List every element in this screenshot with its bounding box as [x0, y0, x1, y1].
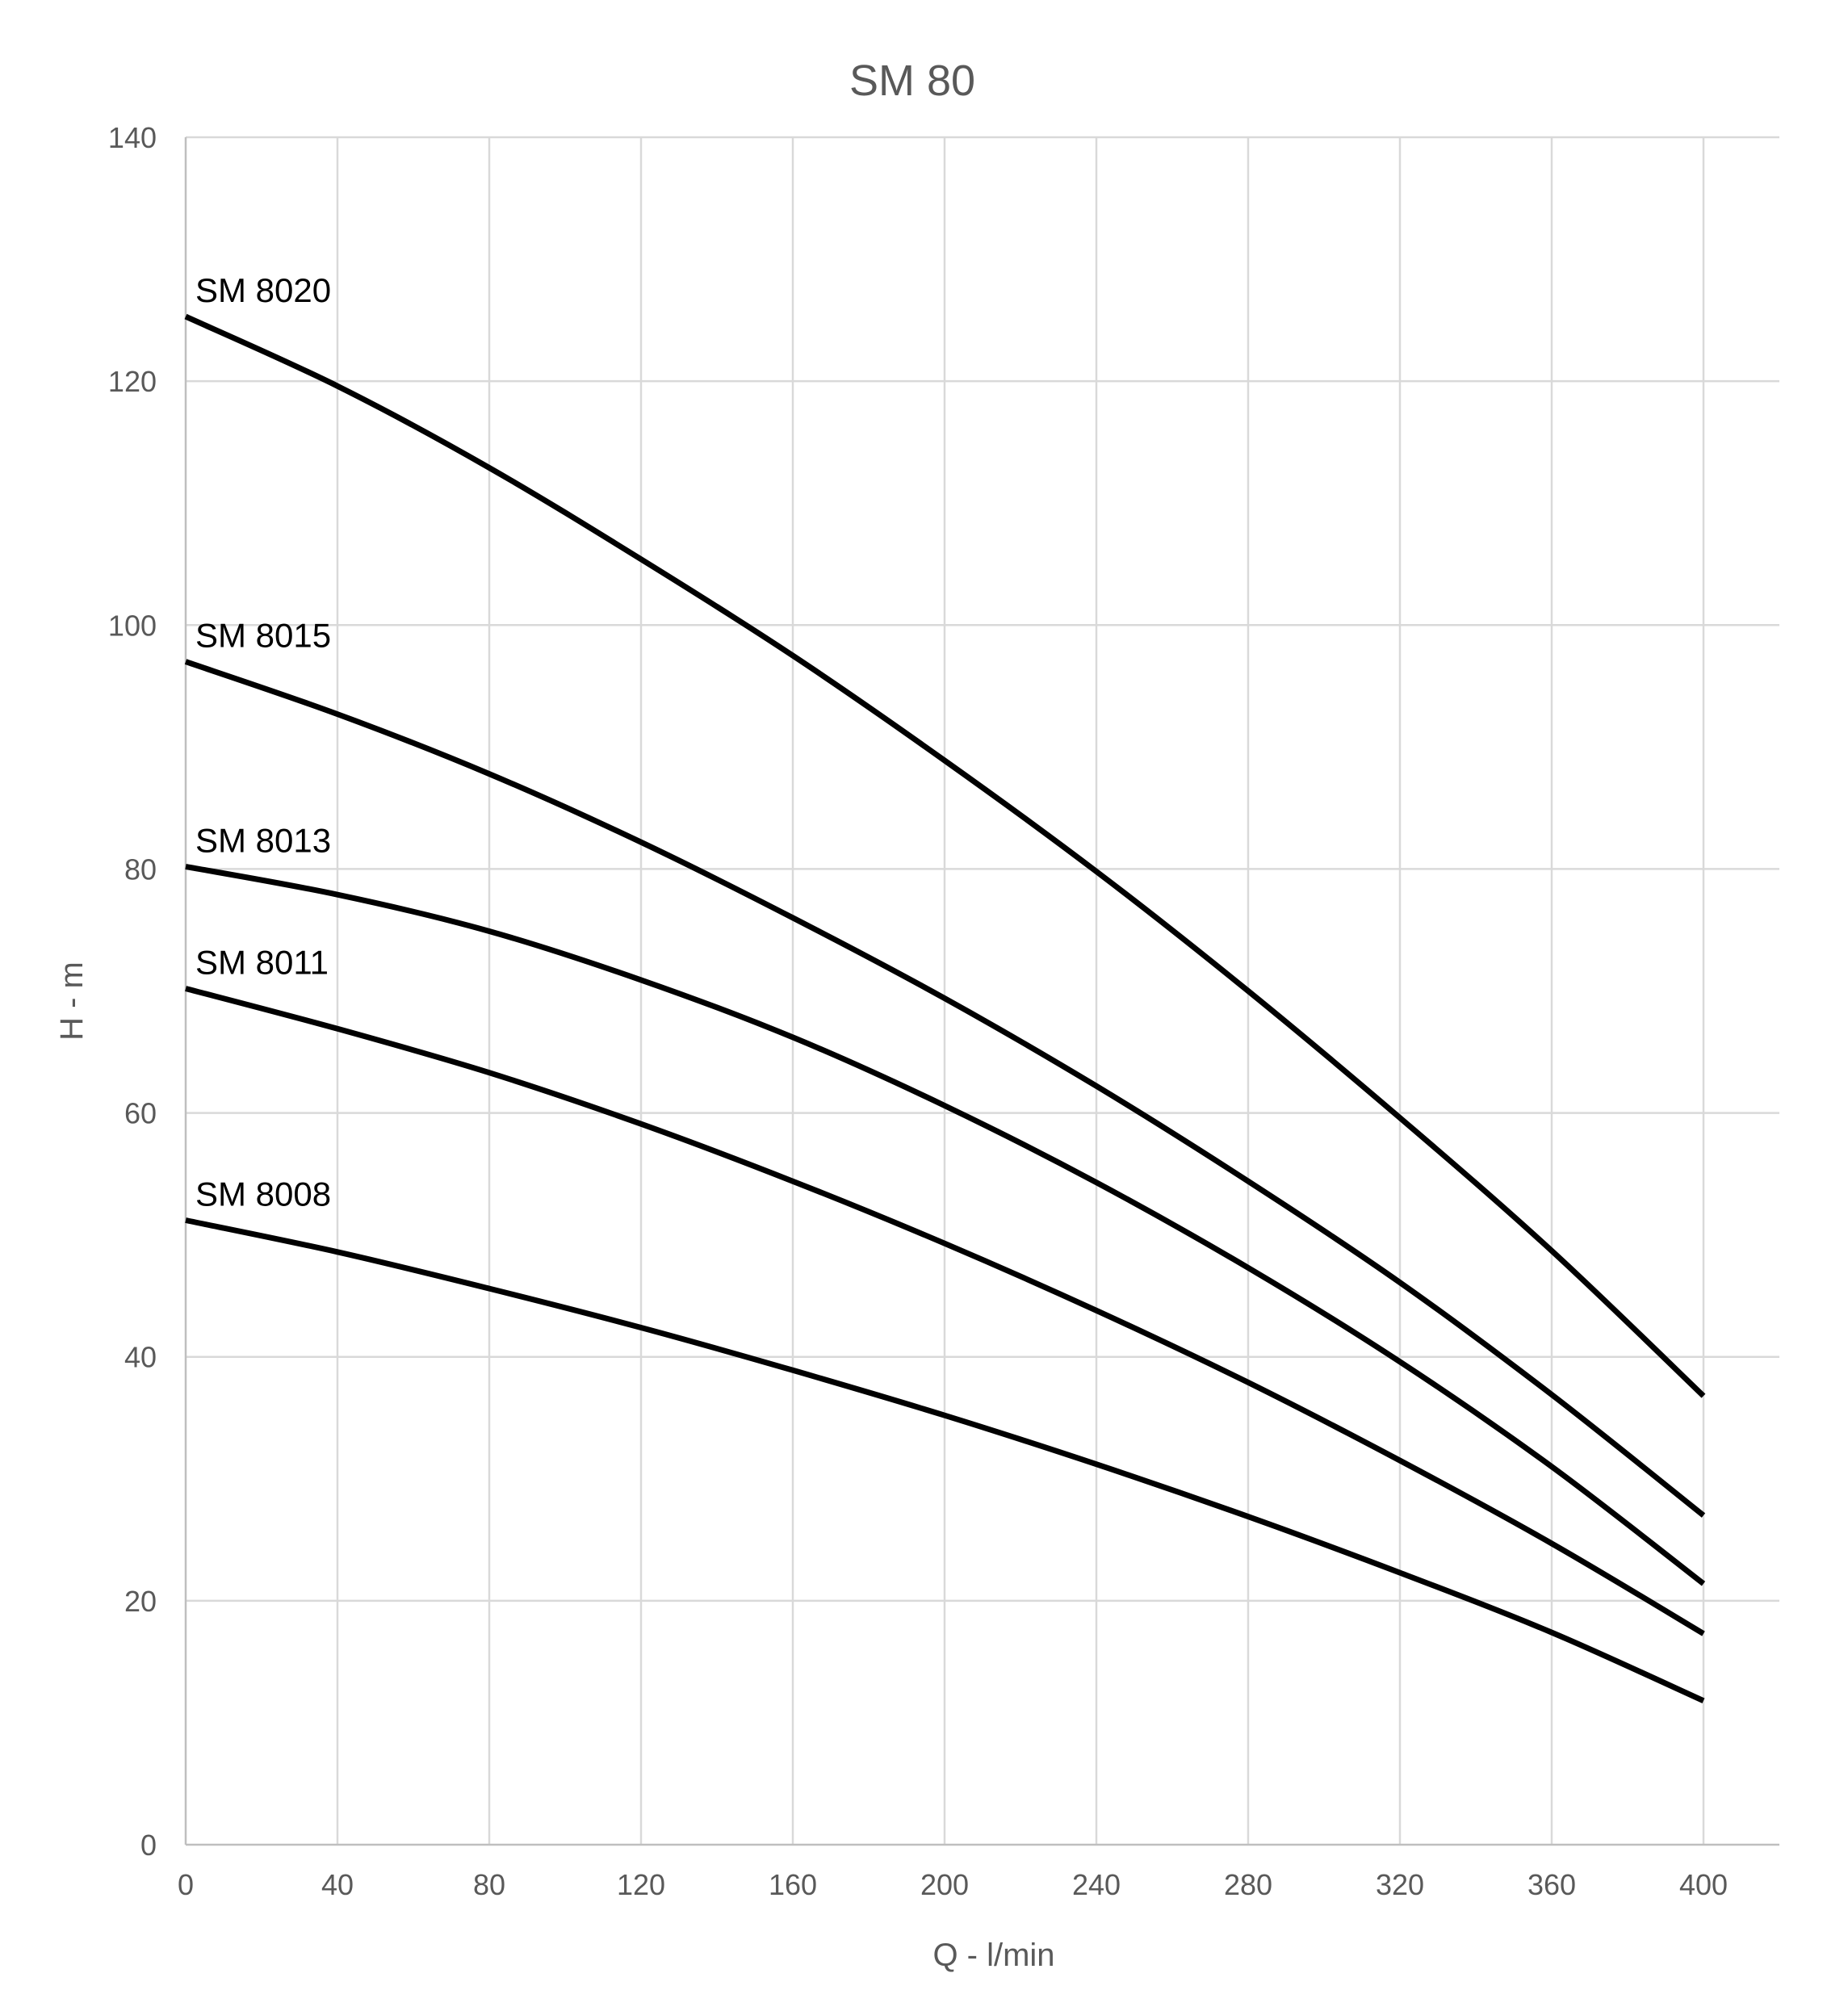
x-tick-label-0: 0 — [178, 1868, 194, 1901]
series-label-sm-8020: SM 8020 — [195, 271, 331, 309]
x-tick-label-80: 80 — [473, 1868, 505, 1901]
y-tick-label-20: 20 — [124, 1585, 157, 1618]
y-tick-label-120: 120 — [108, 365, 157, 398]
x-tick-label-160: 160 — [769, 1868, 817, 1901]
x-tick-label-40: 40 — [321, 1868, 354, 1901]
y-tick-label-60: 60 — [124, 1097, 157, 1130]
series-line-sm-8013 — [185, 863, 1706, 1586]
y-tick-label-100: 100 — [108, 609, 157, 642]
x-tick-label-280: 280 — [1224, 1868, 1272, 1901]
grid-layer — [186, 136, 1779, 1845]
chart-title: SM 80 — [849, 57, 975, 105]
series-label-sm-8011: SM 8011 — [195, 943, 329, 981]
series-line-sm-8008 — [185, 1217, 1705, 1703]
series-label-sm-8013: SM 8013 — [195, 821, 331, 859]
y-tick-label-140: 140 — [108, 121, 157, 154]
axis-layer: 0 20 40 60 80 100 120 140 0 40 80 120 160 200 240 280 32… — [108, 121, 1779, 1901]
y-tick-label-80: 80 — [124, 853, 157, 886]
x-tick-label-200: 200 — [920, 1868, 969, 1901]
x-tick-label-240: 240 — [1072, 1868, 1121, 1901]
x-tick-label-320: 320 — [1376, 1868, 1424, 1901]
series-line-sm-8015 — [184, 659, 1706, 1518]
series-line-sm-8020 — [184, 313, 1706, 1398]
y-tick-label-0: 0 — [140, 1829, 157, 1862]
series-layer — [184, 313, 1706, 1703]
label-layer: SM 8020 SM 8015 SM 8013 SM 8011 SM 8008 — [195, 271, 331, 1213]
series-label-sm-8015: SM 8015 — [195, 617, 331, 655]
x-tick-label-400: 400 — [1679, 1868, 1728, 1901]
series-line-sm-8011 — [185, 986, 1705, 1636]
y-axis-label: H - m — [54, 962, 90, 1041]
series-label-sm-8008: SM 8008 — [195, 1175, 331, 1213]
y-tick-label-40: 40 — [124, 1341, 157, 1374]
x-tick-label-120: 120 — [617, 1868, 665, 1901]
x-axis-label: Q - l/min — [932, 1938, 1054, 1973]
x-tick-label-360: 360 — [1527, 1868, 1576, 1901]
